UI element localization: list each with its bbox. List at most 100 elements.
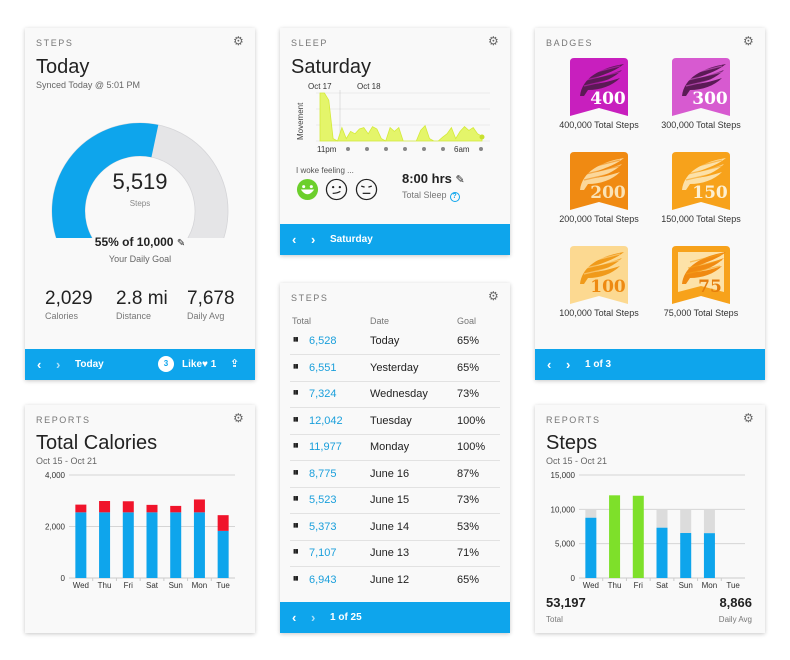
table-row[interactable]: ▮▮ 6,528 Today 65% (290, 328, 500, 355)
badge-label: 400,000 Total Steps (559, 120, 639, 130)
edit-pencil-icon[interactable]: ✎ (455, 174, 465, 186)
woke-label: I woke feeling ... (296, 166, 354, 175)
table-row[interactable]: ▮▮ 6,551 Yesterday 65% (290, 355, 500, 382)
like-button[interactable]: Like♥ 1 (182, 349, 216, 380)
steps-report-card: REPORTS ⚙ Steps Oct 15 - Oct 21 0 5,000 10… (535, 405, 765, 633)
row-total[interactable]: 8,775 (309, 467, 337, 480)
x-tick-label: Thu (98, 581, 112, 590)
bar-active (75, 504, 87, 513)
x-tick-label: Mon (702, 581, 718, 590)
badge-label: 200,000 Total Steps (559, 214, 639, 224)
x-tick-label: Fri (124, 581, 134, 590)
footprints-icon: ▮▮ (293, 337, 299, 343)
steps-today-card: STEPS ⚙ Today Synced Today @ 5:01 PM 5,5… (25, 28, 255, 380)
avg-value: 8,866 (719, 595, 752, 610)
hour-tick (441, 147, 445, 151)
stat-value: 2.8 mi (116, 288, 168, 309)
badge[interactable]: 200 200,000 Total Steps (549, 152, 649, 224)
table-row[interactable]: ▮▮ 7,324 Wednesday 73% (290, 381, 500, 408)
help-icon[interactable]: ? (449, 192, 460, 202)
neutral-face-icon[interactable] (325, 178, 348, 201)
gear-icon[interactable]: ⚙ (488, 34, 499, 48)
row-total[interactable]: 5,523 (309, 494, 337, 506)
row-date: Yesterday (370, 361, 419, 374)
row-date: Tuesday (370, 414, 412, 427)
row-total[interactable]: 12,042 (309, 414, 343, 427)
badge[interactable]: 400 400,000 Total Steps (549, 58, 649, 130)
badge[interactable]: 300 300,000 Total Steps (651, 58, 751, 130)
chevron-right-icon[interactable]: › (56, 357, 61, 372)
table-row[interactable]: ▮▮ 12,042 Tuesday 100% (290, 408, 500, 435)
gear-icon[interactable]: ⚙ (233, 34, 244, 48)
footer-label[interactable]: 1 of 3 (585, 359, 612, 370)
bar-base (146, 512, 158, 578)
row-total[interactable]: 11,977 (309, 441, 342, 453)
row-total[interactable]: 6,528 (309, 335, 337, 347)
steps-bar-chart: 0 5,000 10,000 15,000 Wed Thu Fri Sat Sun Mon Tue (551, 471, 745, 590)
row-total[interactable]: 5,373 (309, 520, 337, 533)
column-header-goal[interactable]: Goal (457, 316, 477, 326)
current-point (479, 134, 485, 140)
x-tick-label: Sun (169, 581, 183, 590)
total-sleep: Total Sleep? (402, 190, 460, 202)
movement-area (319, 92, 483, 142)
row-goal: 53% (457, 520, 480, 533)
badge-icon: 200 (570, 152, 628, 210)
badge[interactable]: 150 150,000 Total Steps (651, 152, 751, 224)
table-row[interactable]: ▮▮ 7,107 June 13 71% (290, 540, 500, 567)
heart-icon: ♥ (202, 359, 208, 370)
gear-icon[interactable]: ⚙ (743, 411, 754, 425)
footprints-icon: ▮▮ (293, 390, 299, 396)
column-header-total[interactable]: Total (292, 316, 312, 326)
sleep-movement-chart: Oct 17 Oct 18 Movement 11pm 6am (296, 82, 490, 154)
edit-pencil-icon[interactable]: ✎ (176, 238, 186, 249)
footprints-icon: ▮▮ (293, 469, 299, 476)
calories-report-card: REPORTS ⚙ Total Calories Oct 15 - Oct 21… (25, 405, 255, 633)
bar-active (217, 515, 229, 531)
chevron-right-icon[interactable]: › (566, 357, 571, 372)
chevron-right-icon[interactable]: › (311, 232, 316, 247)
column-header-date[interactable]: Date (370, 316, 390, 326)
badge[interactable]: 75 75,000 Total Steps (651, 246, 751, 318)
badge[interactable]: 100 100,000 Total Steps (549, 246, 649, 318)
chevron-right-icon[interactable]: › (311, 610, 316, 625)
hour-tick (479, 147, 483, 151)
card-footer: ‹ › Today 3 Like♥ 1 ⇪ (25, 349, 255, 380)
bar-base (193, 512, 205, 578)
table-row[interactable]: ▮▮ 5,373 June 14 53% (290, 514, 500, 541)
footer-label[interactable]: Saturday (330, 234, 373, 245)
bar-base (170, 512, 182, 578)
total-label: Total (546, 615, 563, 624)
footer-label[interactable]: 1 of 25 (330, 612, 362, 623)
happy-face-icon[interactable] (296, 178, 319, 201)
badge-icon: 75 (672, 246, 730, 304)
gear-icon[interactable]: ⚙ (488, 289, 499, 303)
row-date: Wednesday (370, 388, 428, 400)
goal-value: 55% of 10,000 (94, 235, 174, 249)
share-icon[interactable]: ⇪ (230, 358, 240, 370)
chevron-left-icon[interactable]: ‹ (37, 357, 42, 372)
y-axis-label: Movement (296, 102, 305, 140)
comment-bubble-icon[interactable]: 3 (158, 356, 174, 372)
gear-icon[interactable]: ⚙ (743, 34, 754, 48)
table-row[interactable]: ▮▮ 11,977 Monday 100% (290, 434, 500, 461)
table-row[interactable]: ▮▮ 5,523 June 15 73% (290, 487, 500, 514)
row-goal: 65% (457, 361, 480, 374)
hour-tick (403, 147, 407, 151)
row-total[interactable]: 7,324 (309, 388, 337, 400)
x-tick-label: Fri (634, 581, 644, 590)
row-total[interactable]: 6,551 (309, 361, 337, 374)
bar-active (170, 505, 182, 513)
chevron-left-icon[interactable]: ‹ (292, 232, 297, 247)
chevron-left-icon[interactable]: ‹ (547, 357, 552, 372)
row-total[interactable]: 7,107 (309, 547, 337, 559)
badge-label: 100,000 Total Steps (559, 308, 639, 318)
unhappy-face-icon[interactable] (355, 178, 378, 201)
row-total[interactable]: 6,943 (309, 573, 337, 586)
gear-icon[interactable]: ⚙ (233, 411, 244, 425)
footer-label[interactable]: Today (75, 359, 104, 370)
bar-base (217, 530, 229, 578)
chevron-left-icon[interactable]: ‹ (292, 610, 297, 625)
table-row[interactable]: ▮▮ 8,775 June 16 87% (290, 461, 500, 488)
table-row[interactable]: ▮▮ 6,943 June 12 65% (290, 567, 500, 594)
